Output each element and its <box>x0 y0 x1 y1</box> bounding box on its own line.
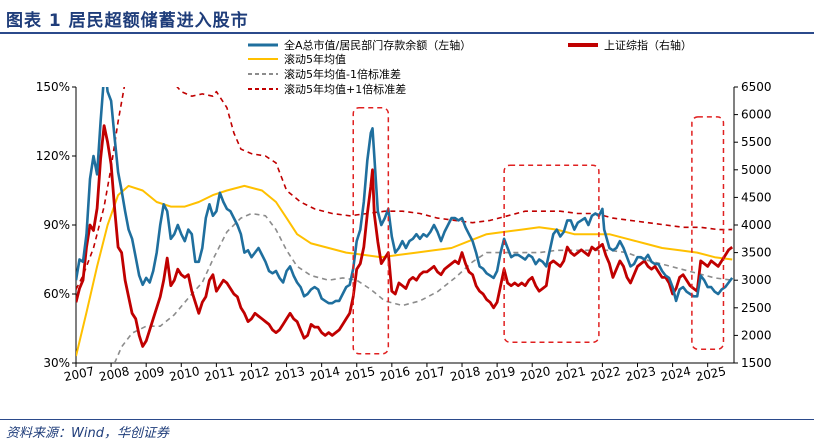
right-tick-label: 4500 <box>741 190 772 204</box>
right-tick-label: 3000 <box>741 273 772 287</box>
x-tick-label: 2008 <box>98 364 131 384</box>
footer-rule <box>0 419 814 420</box>
right-tick-label: 2000 <box>741 328 772 342</box>
series-line-ratio <box>76 87 734 305</box>
x-tick-label: 2022 <box>589 364 622 384</box>
x-tick-label: 2018 <box>449 364 482 384</box>
axes-group: 30% 60% 90% 120% 150% 1500 2000 2500 3000 3500 400… <box>36 80 772 384</box>
x-tick-label: 2024 <box>659 364 692 384</box>
series-line-ma5 <box>76 184 733 357</box>
figure-title: 图表 1 居民超额储蓄进入股市 <box>6 11 249 31</box>
series-line-upper <box>76 87 733 290</box>
x-tick-label: 2017 <box>414 364 447 384</box>
source-note: 资料来源：Wind，华创证券 <box>6 426 169 441</box>
right-tick-label: 4000 <box>741 218 772 232</box>
highlight-box <box>503 164 600 344</box>
x-tick-label: 2019 <box>484 364 517 384</box>
left-tick-label: 30% <box>43 356 70 370</box>
legend-label-ratio: 全A总市值/居民部门存款余额（左轴） <box>284 38 471 52</box>
x-tick-label: 2023 <box>624 364 657 384</box>
figure-header: 图表 1 居民超额储蓄进入股市 <box>0 0 814 34</box>
x-tick-label: 2009 <box>133 364 166 384</box>
title-rule <box>0 32 814 34</box>
legend: 全A总市值/居民部门存款余额（左轴） 上证综指（右轴） 滚动5年均值滚动5年均值-1… <box>248 38 692 96</box>
right-tick-label: 5500 <box>741 135 772 149</box>
chart: 30% 60% 90% 120% 150% 1500 2000 2500 3000 3500 400… <box>36 38 772 384</box>
left-tick-label: 60% <box>43 287 70 301</box>
right-tick-label: 6500 <box>741 80 772 94</box>
legend-label-ma5: 滚动5年均值 <box>284 52 346 66</box>
x-tick-label: 2025 <box>694 364 727 384</box>
right-tick-label: 5000 <box>741 163 772 177</box>
legend-label-lower: 滚动5年均值-1倍标准差 <box>284 67 401 81</box>
series-line-index <box>76 124 734 348</box>
x-tick-label: 2011 <box>203 364 236 384</box>
highlight-group <box>352 106 725 355</box>
right-tick-label: 6000 <box>741 108 772 122</box>
x-tick-label: 2020 <box>519 364 552 384</box>
x-tick-label: 2007 <box>63 364 96 384</box>
left-tick-label: 150% <box>36 80 70 94</box>
highlight-box <box>352 106 390 355</box>
legend-label-index: 上证综指（右轴） <box>604 38 692 52</box>
x-tick-label: 2013 <box>273 364 306 384</box>
left-tick-label: 120% <box>36 149 70 163</box>
right-tick-label: 3500 <box>741 246 772 260</box>
x-tick-label: 2010 <box>168 364 201 384</box>
right-tick-label: 2500 <box>741 301 772 315</box>
x-tick-label: 2016 <box>379 364 412 384</box>
series-group <box>76 87 734 363</box>
x-tick-label: 2021 <box>554 364 587 384</box>
highlight-box <box>691 116 725 350</box>
right-tick-label: 1500 <box>741 356 772 370</box>
x-tick-label: 2014 <box>308 364 341 384</box>
legend-label-upper: 滚动5年均值+1倍标准差 <box>284 82 406 96</box>
x-tick-label: 2012 <box>238 364 271 384</box>
x-tick-label: 2015 <box>344 364 377 384</box>
left-tick-label: 90% <box>43 218 70 232</box>
